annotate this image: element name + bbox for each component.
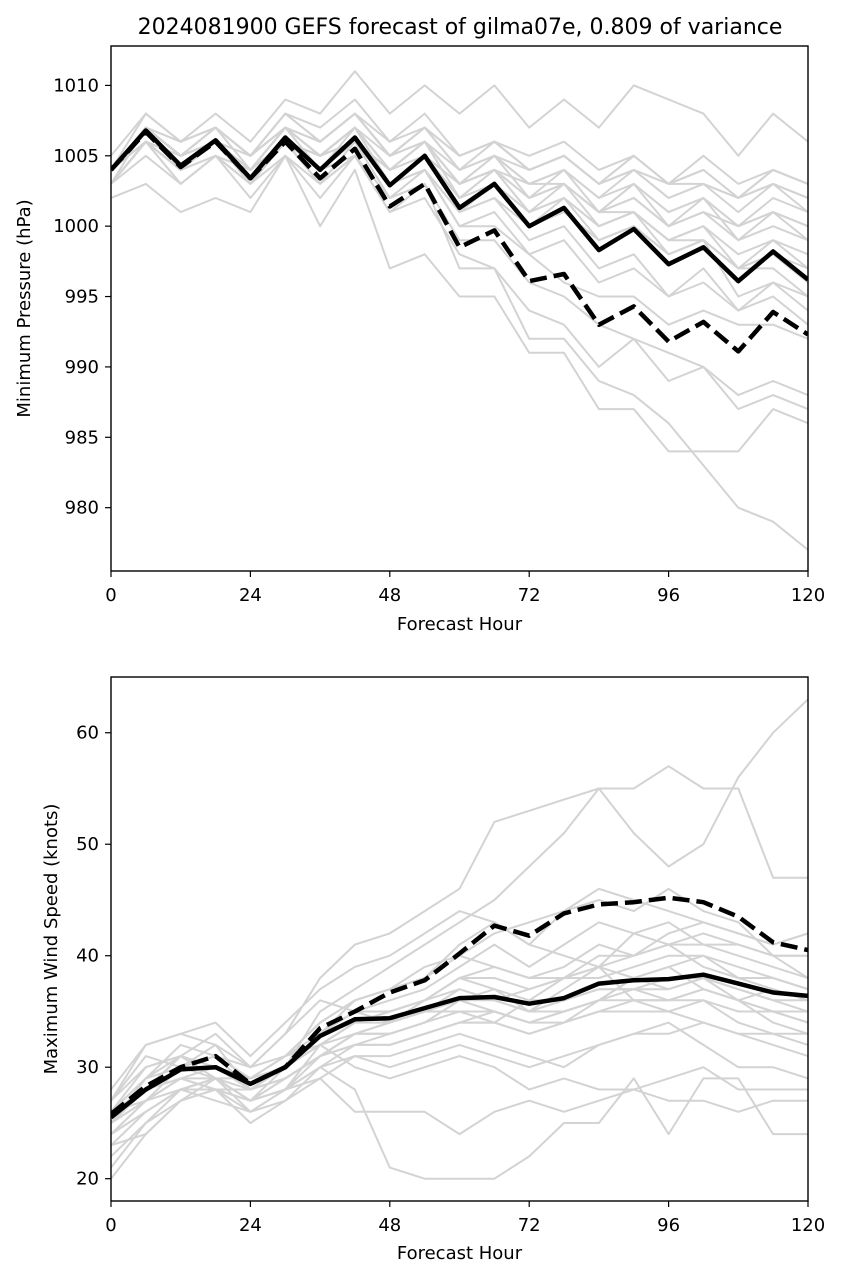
ensemble-member-line xyxy=(111,126,808,228)
wind-panel: 0 24 48 72 96 120 20 30 40 50 60 Forecast Hour Max… xyxy=(41,676,825,1264)
y-axis-label: Maximum Wind Speed (knots) xyxy=(41,804,62,1075)
solid-series-line xyxy=(111,972,808,1120)
ensemble-member-line xyxy=(111,140,808,551)
chart-title: 2024081900 GEFS forecast of gilma07e, 0.… xyxy=(138,15,783,40)
ensemble-member-line xyxy=(111,988,808,1147)
main-lines xyxy=(111,895,808,1120)
y-tick-label: 60 xyxy=(76,723,99,744)
x-tick-label: 48 xyxy=(378,585,401,606)
x-tick-label: 72 xyxy=(518,585,541,606)
y-tick-label: 1000 xyxy=(53,216,99,237)
y-tick-label: 990 xyxy=(65,357,99,378)
axis-ticks: 0 24 48 72 96 120 980 985 990 995 1000 1005 1010 xyxy=(53,75,825,606)
dashed-series-line xyxy=(111,129,808,354)
x-tick-label: 120 xyxy=(791,585,825,606)
ensemble-member-line xyxy=(111,1066,808,1180)
x-tick-label: 0 xyxy=(105,585,116,606)
y-axis-label: Minimum Pressure (hPa) xyxy=(14,199,35,417)
x-tick-label: 72 xyxy=(518,1215,541,1236)
y-tick-label: 1005 xyxy=(53,146,99,167)
y-tick-label: 30 xyxy=(76,1057,99,1078)
y-tick-label: 985 xyxy=(65,427,99,448)
x-tick-label: 24 xyxy=(239,585,262,606)
ensemble-member-line xyxy=(111,126,808,213)
x-tick-label: 24 xyxy=(239,1215,262,1236)
plot-frame xyxy=(110,676,809,1202)
ensemble-member-line xyxy=(111,1021,808,1158)
y-tick-label: 50 xyxy=(76,834,99,855)
x-axis-label: Forecast Hour xyxy=(397,1243,523,1264)
x-tick-label: 96 xyxy=(657,585,680,606)
plot-frame xyxy=(110,45,809,572)
y-tick-label: 995 xyxy=(65,287,99,308)
x-tick-label: 48 xyxy=(378,1215,401,1236)
y-tick-label: 20 xyxy=(76,1169,99,1190)
dashed-series-line xyxy=(111,895,808,1116)
ensemble-member-line xyxy=(111,154,808,270)
ensemble-member-line xyxy=(111,698,808,1124)
x-tick-label: 96 xyxy=(657,1215,680,1236)
ensemble-member-line xyxy=(111,70,808,171)
ensemble-member-line xyxy=(111,140,808,397)
axis-ticks: 0 24 48 72 96 120 20 30 40 50 60 xyxy=(76,723,825,1236)
x-tick-label: 0 xyxy=(105,1215,116,1236)
y-tick-label: 980 xyxy=(65,498,99,519)
x-tick-label: 120 xyxy=(791,1215,825,1236)
pressure-panel: 2024081900 GEFS forecast of gilma07e, 0.… xyxy=(14,15,825,635)
main-lines xyxy=(111,128,808,354)
ensemble-member-line xyxy=(111,999,808,1135)
y-tick-label: 1010 xyxy=(53,75,99,96)
y-tick-label: 40 xyxy=(76,946,99,967)
x-axis-label: Forecast Hour xyxy=(397,614,523,635)
